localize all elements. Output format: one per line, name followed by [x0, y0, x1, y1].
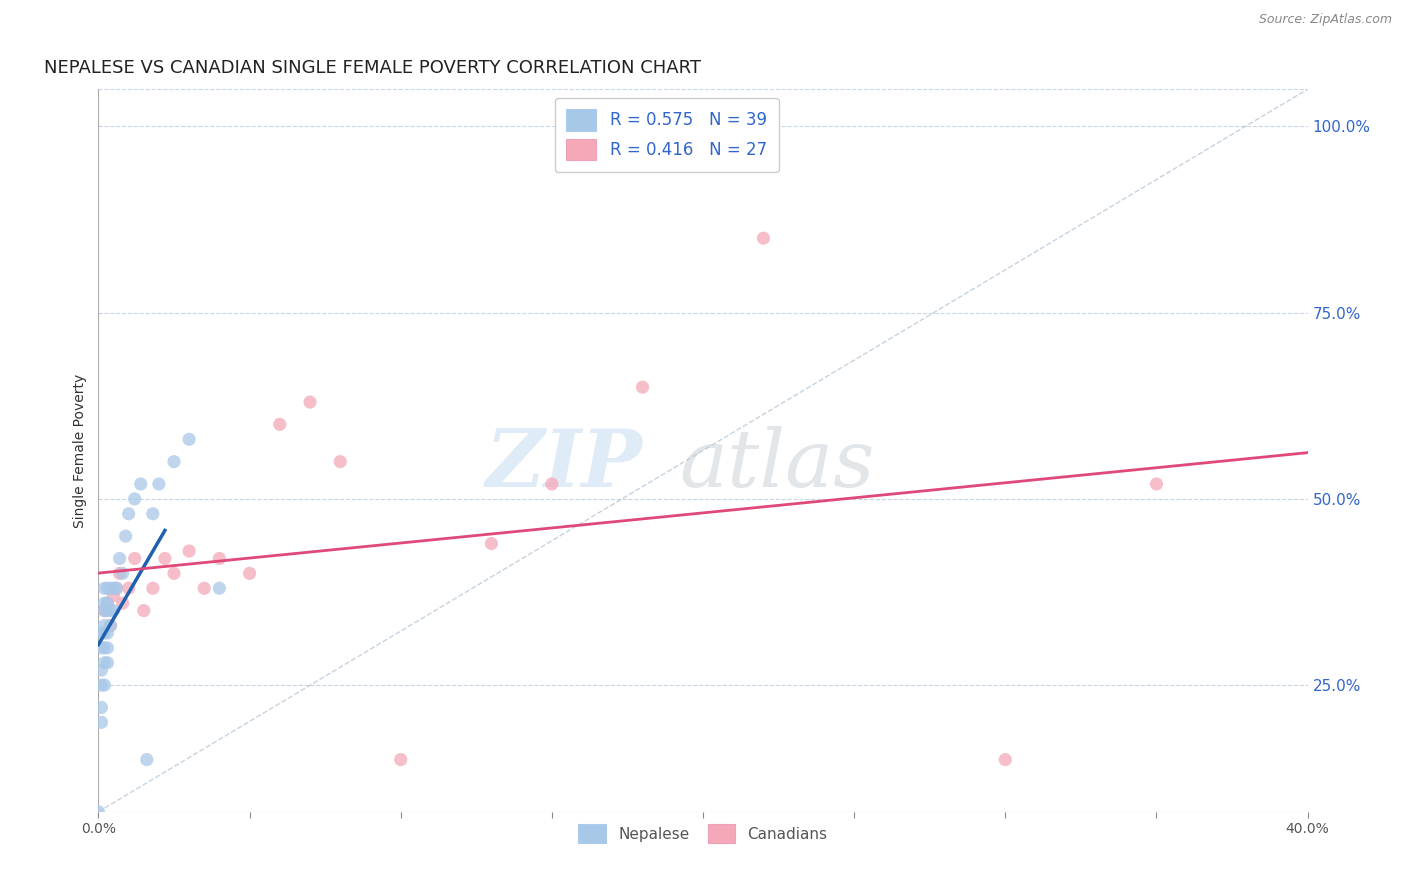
Point — [208, 551, 231, 566]
Text: atlas: atlas — [679, 426, 875, 504]
Point — [93, 656, 115, 670]
Point — [100, 581, 122, 595]
Point — [96, 596, 118, 610]
Point — [163, 566, 186, 581]
Point — [90, 700, 112, 714]
Text: ZIP: ZIP — [485, 426, 643, 504]
Point — [96, 581, 118, 595]
Point — [93, 604, 115, 618]
Point — [93, 604, 115, 618]
Point — [135, 753, 157, 767]
Point — [118, 581, 141, 595]
Point — [103, 604, 125, 618]
Point — [114, 529, 136, 543]
Point — [100, 618, 122, 632]
Point — [90, 715, 112, 730]
Point — [105, 581, 128, 595]
Point — [329, 455, 352, 469]
Point — [111, 566, 134, 581]
Point — [631, 380, 654, 394]
Point — [100, 604, 122, 618]
Point — [1144, 477, 1167, 491]
Point — [142, 507, 165, 521]
Point — [118, 507, 141, 521]
Point — [208, 581, 231, 595]
Point — [103, 581, 125, 595]
Point — [93, 618, 115, 632]
Point — [179, 544, 201, 558]
Point — [124, 491, 146, 506]
Point — [96, 604, 118, 618]
Point — [96, 626, 118, 640]
Point — [299, 395, 322, 409]
Point — [481, 536, 503, 550]
Point — [90, 678, 112, 692]
Point — [96, 640, 118, 655]
Point — [124, 551, 146, 566]
Point — [90, 626, 112, 640]
Point — [129, 477, 152, 491]
Point — [540, 477, 562, 491]
Point — [111, 596, 134, 610]
Point — [193, 581, 215, 595]
Point — [90, 640, 112, 655]
Point — [269, 417, 291, 432]
Point — [87, 805, 110, 819]
Point — [994, 753, 1017, 767]
Point — [93, 581, 115, 595]
Point — [93, 678, 115, 692]
Point — [752, 231, 775, 245]
Text: NEPALESE VS CANADIAN SINGLE FEMALE POVERTY CORRELATION CHART: NEPALESE VS CANADIAN SINGLE FEMALE POVER… — [44, 59, 702, 77]
Point — [90, 663, 112, 677]
Legend: Nepalese, Canadians: Nepalese, Canadians — [571, 816, 835, 851]
Point — [100, 618, 122, 632]
Point — [105, 581, 128, 595]
Point — [93, 626, 115, 640]
Point — [239, 566, 262, 581]
Y-axis label: Single Female Poverty: Single Female Poverty — [73, 374, 87, 527]
Point — [96, 596, 118, 610]
Point — [142, 581, 165, 595]
Point — [389, 753, 412, 767]
Point — [96, 656, 118, 670]
Point — [153, 551, 176, 566]
Point — [93, 640, 115, 655]
Point — [103, 589, 125, 603]
Point — [163, 455, 186, 469]
Point — [148, 477, 170, 491]
Text: Source: ZipAtlas.com: Source: ZipAtlas.com — [1258, 13, 1392, 27]
Point — [93, 596, 115, 610]
Point — [132, 604, 155, 618]
Point — [108, 551, 131, 566]
Point — [108, 566, 131, 581]
Point — [179, 432, 201, 446]
